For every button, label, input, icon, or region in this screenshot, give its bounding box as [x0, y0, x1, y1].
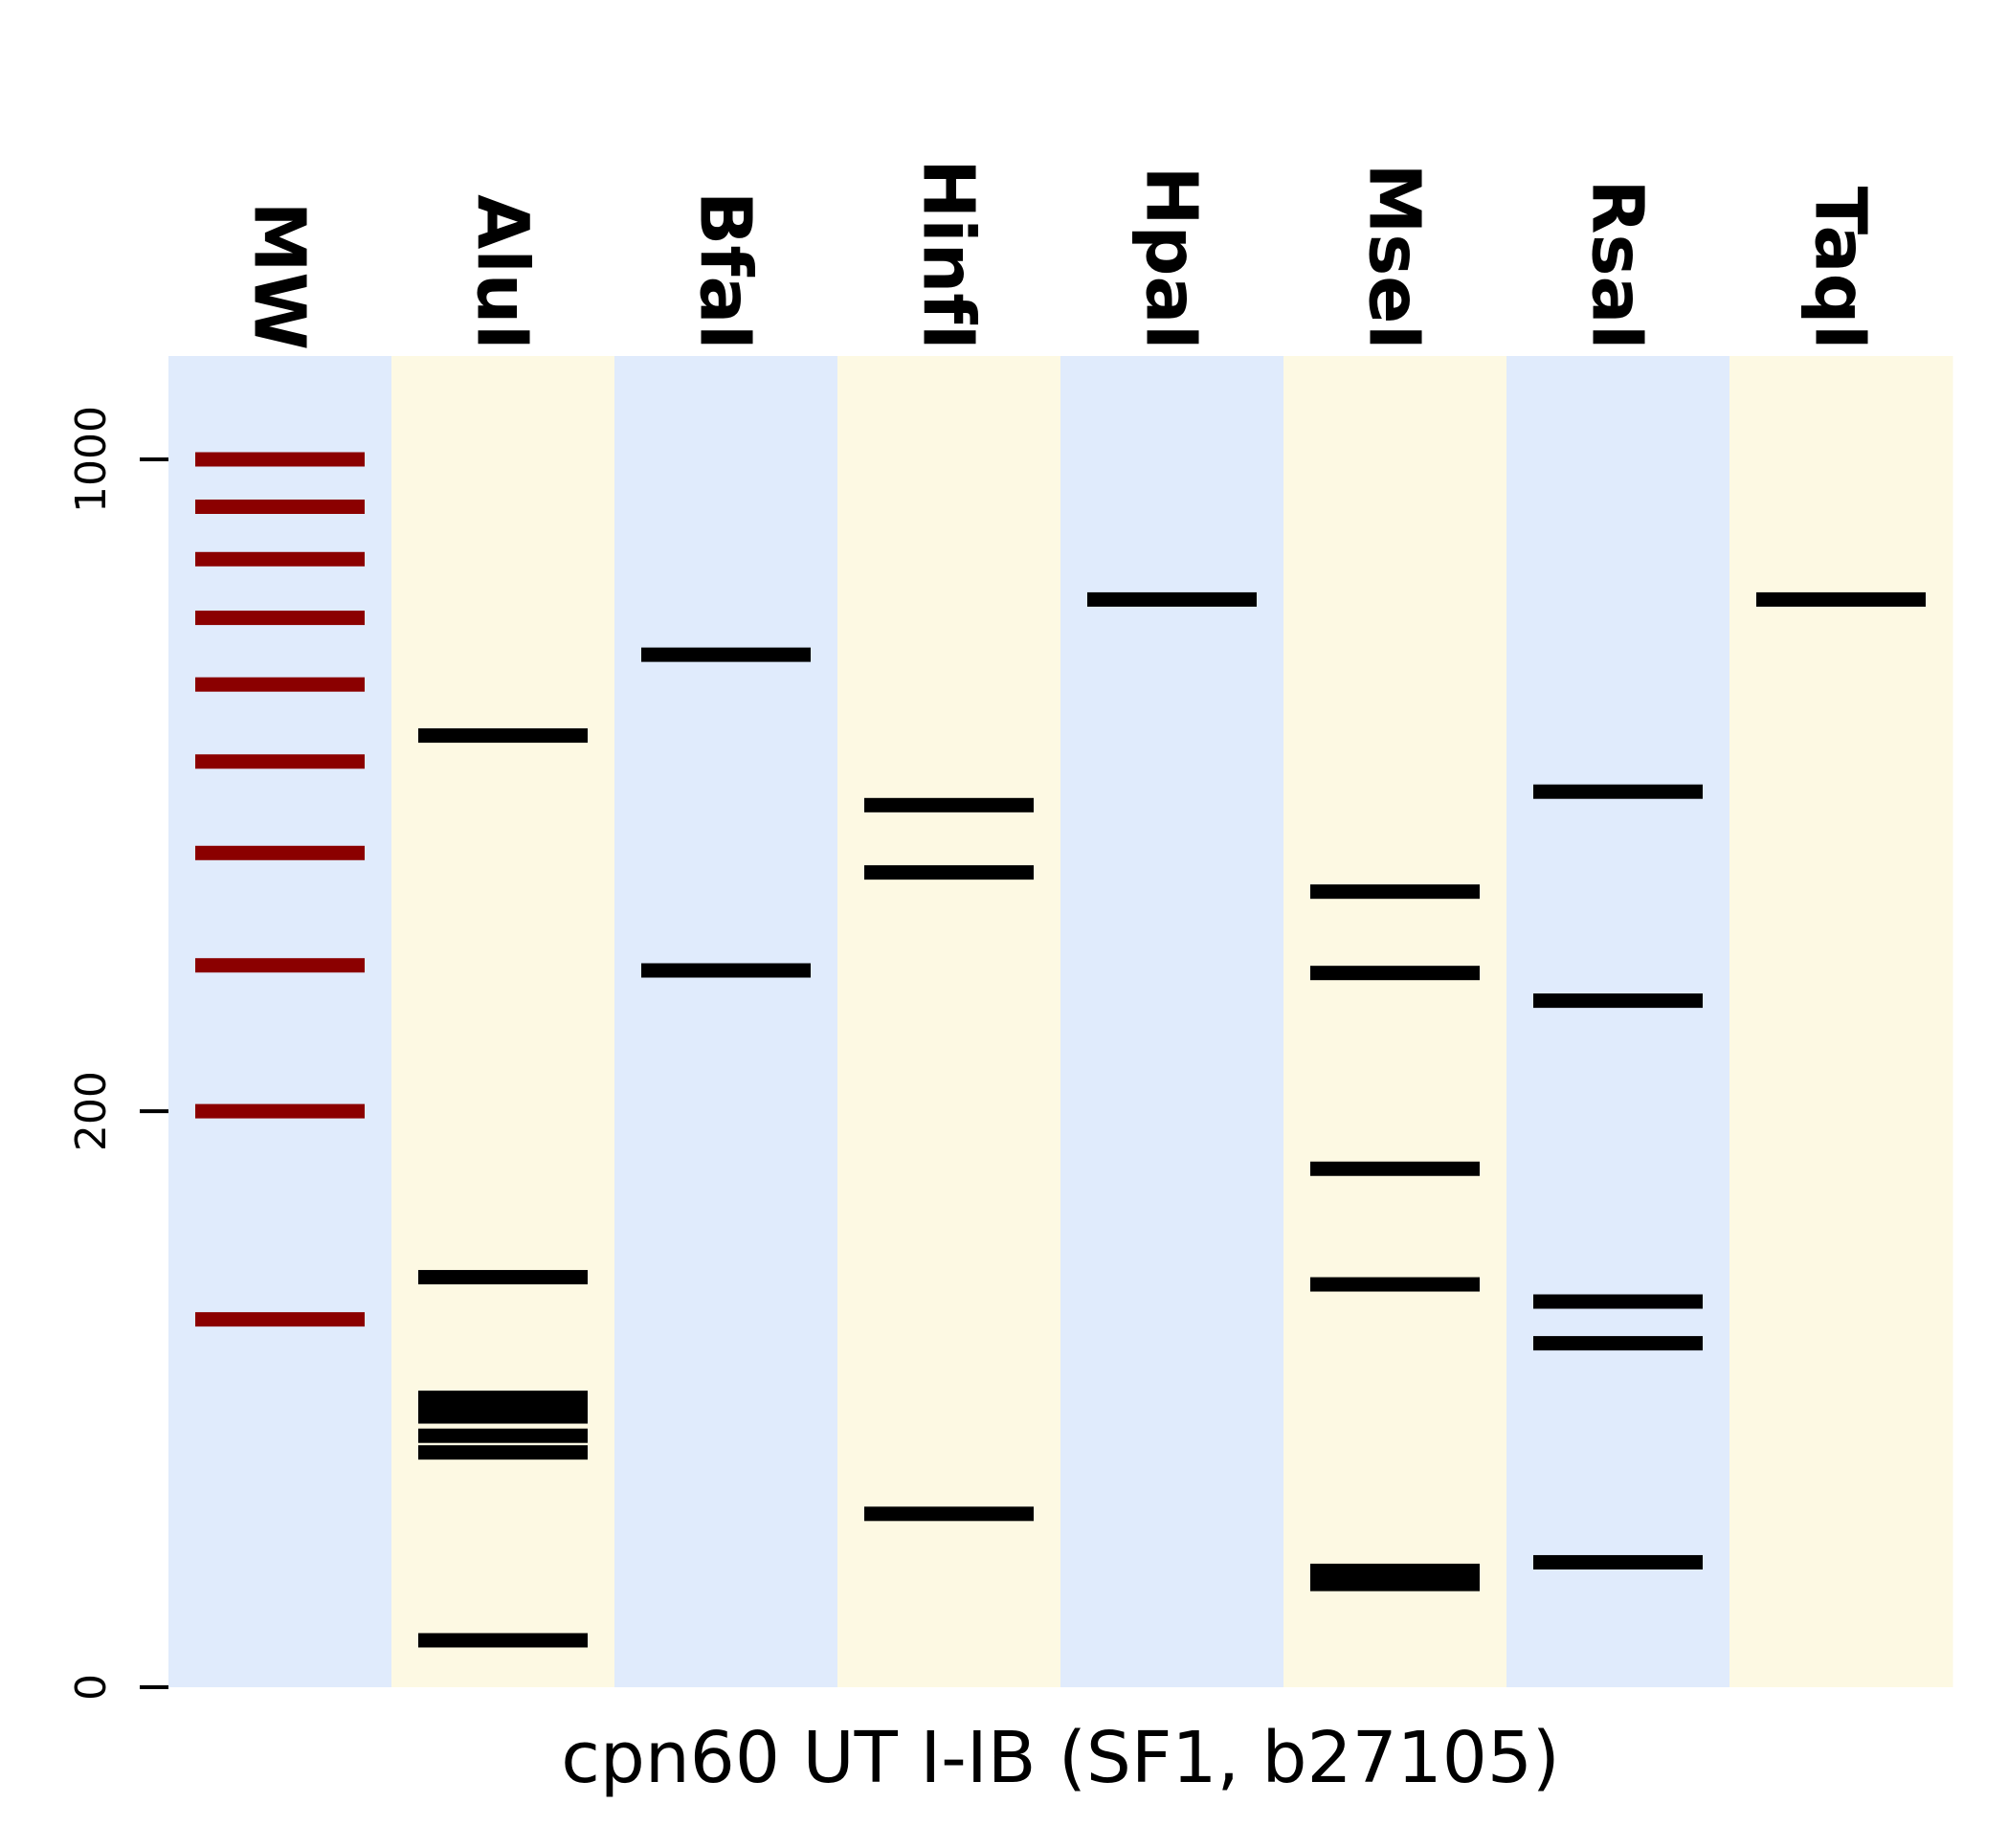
lane-bg-msei — [1283, 356, 1507, 1687]
lane-labels: MW AluI BfaI HinfI HpaI MseI RsaI TaqI — [238, 159, 1882, 350]
lane-label-mw: MW — [238, 202, 321, 350]
band-mw — [195, 1312, 365, 1327]
band-msei — [1310, 1161, 1480, 1176]
lane-label-hinfi: HinfI — [907, 159, 990, 350]
band-mw — [195, 1103, 365, 1119]
band-alui — [418, 728, 588, 744]
band-mw — [195, 500, 365, 515]
band-alui — [418, 1270, 588, 1285]
lane-bg-rsai — [1506, 356, 1730, 1687]
band-msei — [1310, 1563, 1480, 1578]
band-msei — [1310, 1576, 1480, 1592]
y-axis: 0 200 1000 — [67, 406, 168, 1701]
band-msei — [1310, 1277, 1480, 1292]
band-bfai — [641, 963, 811, 978]
lane-label-hpai: HpaI — [1130, 167, 1213, 350]
y-tick-label: 200 — [67, 1071, 116, 1151]
lane-label-alui: AluI — [461, 194, 544, 350]
band-mw — [195, 958, 365, 973]
band-rsai — [1533, 1554, 1703, 1570]
band-mw — [195, 845, 365, 860]
lane-bg-alui — [391, 356, 615, 1687]
band-mw — [195, 677, 365, 692]
lane-backgrounds — [168, 356, 1953, 1687]
band-alui — [418, 1409, 588, 1424]
lane-label-rsai: RsaI — [1576, 180, 1659, 351]
lane-label-taqi: TaqI — [1799, 187, 1882, 350]
band-taqi — [1756, 591, 1926, 607]
band-hpai — [1087, 591, 1257, 607]
band-rsai — [1533, 784, 1703, 799]
band-bfai — [641, 647, 811, 662]
lane-label-bfai: BfaI — [684, 191, 767, 350]
lane-bg-hpai — [1060, 356, 1284, 1687]
band-hinfi — [864, 865, 1034, 880]
band-alui — [418, 1445, 588, 1460]
lane-label-msei: MseI — [1353, 164, 1436, 350]
band-rsai — [1533, 993, 1703, 1009]
y-tick-label: 0 — [67, 1674, 116, 1701]
band-mw — [195, 611, 365, 626]
band-msei — [1310, 966, 1480, 981]
band-rsai — [1533, 1294, 1703, 1309]
band-mw — [195, 754, 365, 769]
band-alui — [418, 1428, 588, 1443]
band-mw — [195, 452, 365, 467]
band-mw — [195, 551, 365, 567]
band-hinfi — [864, 797, 1034, 813]
bands-group — [195, 452, 1926, 1648]
band-hinfi — [864, 1506, 1034, 1522]
lane-bg-mw — [168, 356, 392, 1687]
lane-bg-taqi — [1729, 356, 1953, 1687]
band-rsai — [1533, 1336, 1703, 1351]
band-alui — [418, 1633, 588, 1648]
lane-bg-hinfi — [837, 356, 1061, 1687]
lane-bg-bfai — [614, 356, 838, 1687]
x-axis-label: cpn60 UT I-IB (SF1, b27105) — [561, 1717, 1560, 1799]
band-msei — [1310, 884, 1480, 900]
y-tick-label: 1000 — [67, 406, 116, 513]
